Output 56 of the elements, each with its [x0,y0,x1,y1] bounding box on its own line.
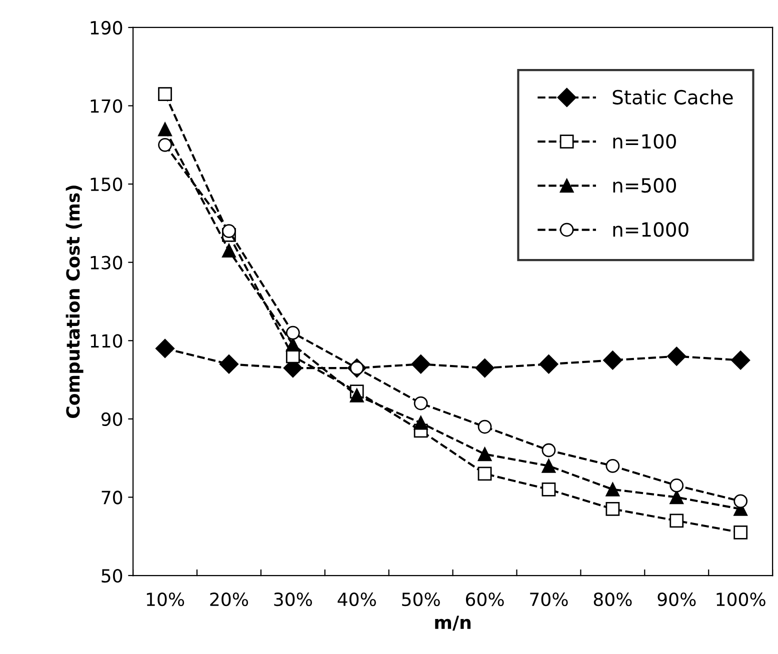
y-tick-label: 110 [90,334,122,348]
point [542,482,556,496]
y-tick-label: 70 [102,490,122,504]
point [478,420,492,434]
x-tick-label: 80% [594,592,632,606]
point [155,338,175,358]
y-tick-label: 50 [102,568,122,583]
point [670,478,684,492]
x-tick-label: 50% [402,592,440,606]
x-tick-label: 70% [530,592,568,606]
x-axis-title: m/n [435,616,471,631]
point [731,350,750,370]
point [158,138,172,152]
point [158,122,172,136]
legend-label: Static Cache [612,90,733,105]
point [286,338,300,352]
y-tick-label: 170 [90,99,122,113]
point [670,490,684,504]
point [603,350,622,370]
legend-label: n=100 [613,134,676,149]
y-tick-label: 90 [101,412,122,426]
x-tick-label: 90% [658,592,696,606]
point [475,358,494,378]
point [478,447,492,462]
point [734,526,748,540]
x-tick-label: 60% [466,592,504,606]
point [158,87,172,101]
y-tick-label: 190 [90,20,122,35]
y-tick-label: 150 [90,178,122,192]
point [478,466,492,481]
point [350,388,364,402]
y-axis-title: Computation Cost (ms) [66,186,84,418]
point [606,458,620,473]
x-tick-label: 100% [716,592,766,606]
point [414,396,428,410]
legend-label: n=500 [613,178,676,193]
x-tick-label: 10% [146,592,184,606]
point [539,354,558,374]
x-tick-label: 30% [274,592,312,606]
point [222,244,236,258]
x-tick-label: 40% [338,592,376,606]
point [667,346,686,366]
point [542,458,556,473]
point [411,354,430,374]
point [542,443,556,458]
point [222,224,236,238]
y-tick-label: 130 [90,256,122,270]
point [670,514,684,528]
point [286,326,300,340]
x-tick-label: 20% [210,592,248,606]
point [606,502,620,516]
point [606,482,620,496]
point [219,354,238,374]
point [734,494,748,508]
point [414,416,428,430]
legend-label: n=1000 [613,222,688,237]
